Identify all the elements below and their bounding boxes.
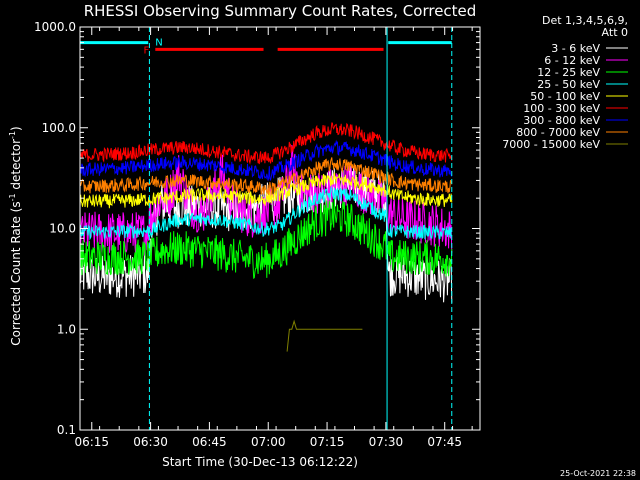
series-100-300-kev bbox=[79, 122, 453, 165]
series-300-800-kev bbox=[79, 139, 453, 181]
x-tick-label-06-45: 06:45 bbox=[192, 435, 227, 449]
x-axis-label: Start Time (30-Dec-13 06:12:22) bbox=[162, 455, 358, 469]
y-axis-label-sup-2: -1 bbox=[8, 131, 17, 139]
legend-label-3-6-kev: 3 - 6 keV bbox=[551, 42, 600, 55]
legend-label-25-50-kev: 25 - 50 keV bbox=[537, 78, 600, 91]
y-tick-label-0-1: 0.1 bbox=[57, 423, 76, 437]
chart-title: RHESSI Observing Summary Count Rates, Co… bbox=[84, 2, 477, 20]
legend-header-line-1: Det 1,3,4,5,6,9, bbox=[542, 14, 628, 27]
series-800-7000-kev-line bbox=[79, 157, 453, 195]
legend-label-300-800-kev: 300 - 800 keV bbox=[523, 114, 600, 127]
y-axis-label-sup-1: -1 bbox=[8, 193, 17, 201]
legend-label-12-25-kev: 12 - 25 keV bbox=[537, 66, 600, 79]
series-50-100-kev-line bbox=[79, 172, 453, 209]
series-12-25-kev-line bbox=[79, 197, 453, 280]
x-tick-label-06-15: 06:15 bbox=[74, 435, 109, 449]
series-7000-15000-kev bbox=[286, 319, 363, 352]
series-800-7000-kev bbox=[79, 157, 453, 195]
series-25-50-kev-line bbox=[79, 185, 453, 241]
x-tick-label-06-30: 06:30 bbox=[133, 435, 168, 449]
y-axis-label-part-3: ) bbox=[9, 126, 23, 131]
y-axis-label-part-1: Corrected Count Rate (s bbox=[9, 201, 23, 345]
legend-label-7000-15000-kev: 7000 - 15000 keV bbox=[502, 138, 600, 151]
series-layer bbox=[79, 122, 453, 352]
series-25-50-kev bbox=[79, 185, 453, 241]
y-tick-label-10-0: 10.0 bbox=[49, 222, 76, 236]
x-tick-label-07-45: 07:45 bbox=[427, 435, 462, 449]
series-6-12-kev bbox=[79, 144, 453, 257]
series-7000-15000-kev-line bbox=[286, 319, 363, 352]
y-axis-label-part-2: detector bbox=[9, 139, 23, 194]
footer-timestamp: 25-Oct-2021 22:38 bbox=[560, 469, 636, 478]
y-axis-label: Corrected Count Rate (s-1 detector-1) bbox=[8, 126, 23, 345]
legend-header-line-2: Att 0 bbox=[602, 26, 628, 39]
legend-label-800-7000-kev: 800 - 7000 keV bbox=[516, 126, 600, 139]
flag-annotation-f: F bbox=[144, 45, 150, 56]
x-tick-label-07-30: 07:30 bbox=[369, 435, 404, 449]
legend-label-6-12-kev: 6 - 12 keV bbox=[544, 54, 600, 67]
series-50-100-kev bbox=[79, 172, 453, 209]
y-tick-label-1000-0: 1000.0 bbox=[34, 20, 76, 34]
legend-label-50-100-kev: 50 - 100 keV bbox=[530, 90, 600, 103]
series-100-300-kev-line bbox=[79, 122, 453, 165]
series-6-12-kev-line bbox=[79, 144, 453, 257]
axes: 0.1 1.0 10.0 100.0 1000.0 06:15 06:30 06:45 07:0… bbox=[34, 20, 481, 449]
series-300-800-kev-line bbox=[79, 139, 453, 181]
x-tick-label-07-15: 07:15 bbox=[310, 435, 345, 449]
y-tick-label-1-0: 1.0 bbox=[57, 322, 76, 336]
y-tick-label-100-0: 100.0 bbox=[42, 121, 76, 135]
series-12-25-kev bbox=[79, 197, 453, 280]
flag-annotation-n: N bbox=[155, 37, 162, 48]
x-tick-label-07-00: 07:00 bbox=[251, 435, 286, 449]
legend-label-100-300-kev: 100 - 300 keV bbox=[523, 102, 600, 115]
